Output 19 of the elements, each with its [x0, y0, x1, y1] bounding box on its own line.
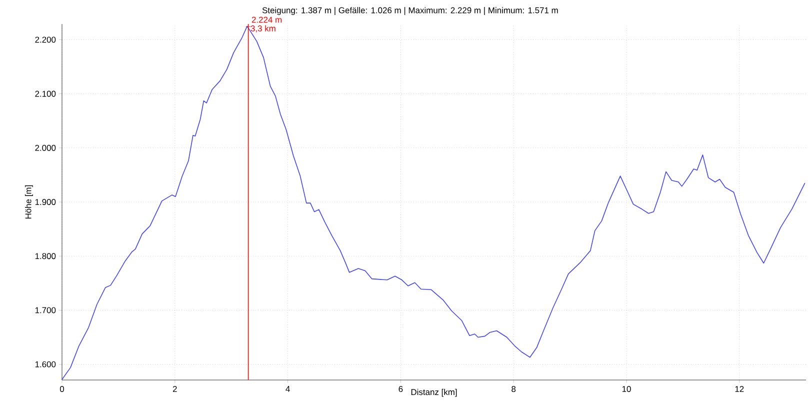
x-tick-label: 6 — [398, 386, 403, 392]
y-tick-label: 1.900 — [35, 199, 56, 205]
x-tick-label: 8 — [512, 386, 516, 392]
y-tick-label: 1.800 — [35, 253, 56, 260]
y-tick-label: 1.700 — [35, 307, 56, 314]
ref-line-label: 3,3 km — [250, 25, 276, 32]
y-tick-label: 1.600 — [35, 361, 56, 368]
y-tick-label: 2.200 — [35, 36, 56, 43]
x-axis-title: Distanz [km] — [411, 388, 457, 397]
y-tick-label: 2.100 — [35, 90, 56, 97]
annotation: 2.224 m — [252, 16, 282, 23]
x-tick-label: 10 — [622, 386, 631, 392]
x-tick-label: 12 — [735, 386, 744, 392]
x-tick-label: 4 — [286, 386, 290, 392]
y-axis-title: Höhe [m] — [25, 185, 33, 218]
x-tick-label: 0 — [60, 386, 64, 392]
y-tick-label: 2.000 — [35, 144, 56, 151]
x-tick-label: 2 — [172, 386, 177, 392]
chart-title: Steigung: 1.387 m | Gefälle: 1.026 m | Maximum: 2.229 m | Minimum: 1.571 m — [262, 7, 558, 15]
